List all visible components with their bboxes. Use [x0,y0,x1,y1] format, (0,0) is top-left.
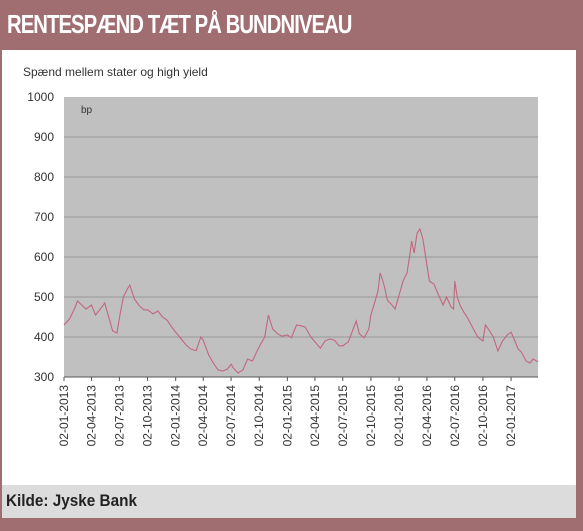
chart-subtitle: Spænd mellem stater og high yield [23,65,208,79]
plot-area [64,97,538,377]
title-bar: RENTESPÆND TÆT PÅ BUNDNIVEAU [0,0,583,50]
x-tick-label: 02-04-2015 [308,385,322,447]
y-tick-label: 400 [34,330,54,344]
chart-panel: Spænd mellem stater og high yield 300 400… [2,50,576,485]
x-tick-label: 02-01-2013 [57,385,71,447]
y-tick-label: 1000 [27,90,54,104]
x-tick-label: 02-10-2016 [476,385,490,447]
x-tick-label: 02-10-2015 [364,385,378,447]
x-tick-label: 02-04-2013 [85,385,99,447]
x-tick-label: 02-01-2016 [392,385,406,447]
x-tick-label: 02-07-2016 [448,385,462,447]
y-tick-label: 800 [34,170,54,184]
y-tick-label: 900 [34,130,54,144]
x-tick-label: 02-04-2014 [196,385,210,447]
x-tick-label: 02-10-2014 [252,385,266,447]
source-label: Kilde: Jyske Bank [6,491,137,510]
x-tick-label: 02-10-2013 [141,385,155,447]
x-tick-label: 02-07-2014 [224,385,238,447]
source-footer: Kilde: Jyske Bank [2,485,576,518]
x-tick-label: 02-07-2013 [112,385,126,447]
y-tick-label: 300 [34,370,54,384]
chart-title: RENTESPÆND TÆT PÅ BUNDNIVEAU [7,9,352,39]
x-tick-label: 02-04-2016 [420,385,434,447]
y-tick-label: 600 [34,250,54,264]
unit-label: bp [81,105,93,116]
x-tick-label: 02-01-2014 [169,385,183,447]
x-tick-label: 02-01-2017 [504,385,518,447]
y-tick-label: 700 [34,210,54,224]
x-tick-label: 02-07-2015 [336,385,350,447]
grid-lines [64,136,538,378]
x-tick-label: 02-01-2015 [280,385,294,447]
series-line [63,227,539,374]
x-axis: 02-01-2013 02-04-2013 02-07-2013 02-10-2013… [57,377,518,446]
y-tick-label: 500 [34,290,54,304]
y-axis: 300 400 500 600 700 800 900 1000 [27,90,54,384]
